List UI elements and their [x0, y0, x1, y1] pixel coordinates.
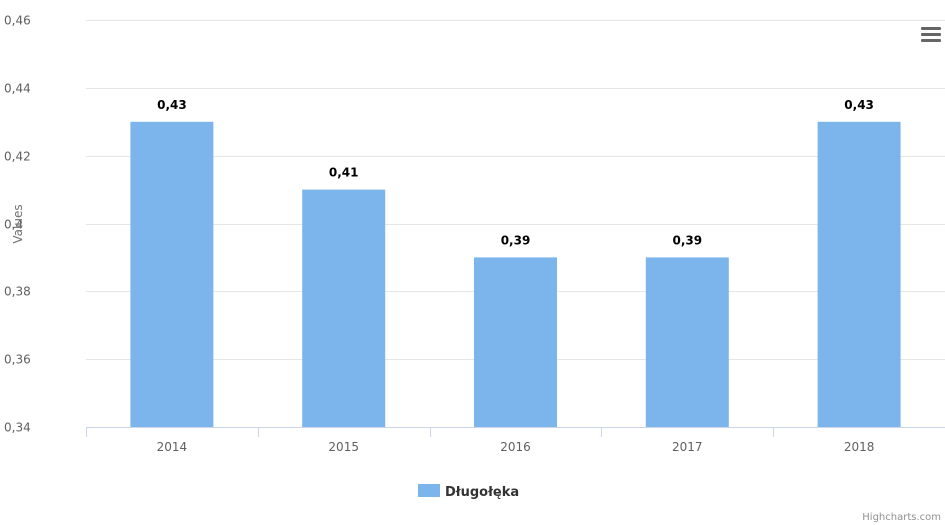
legend-swatch — [418, 484, 440, 497]
y-tick-label: 0,42 — [4, 150, 31, 164]
y-tick-label: 0,44 — [4, 82, 31, 96]
hamburger-menu-icon — [921, 27, 941, 42]
x-tick-label-2017: 2017 — [672, 440, 703, 454]
credits-link[interactable]: Highcharts.com — [862, 512, 941, 523]
data-label-2015: 0,41 — [329, 166, 359, 180]
y-tick-label: 0,46 — [4, 14, 31, 28]
legend[interactable]: Długołęka — [418, 484, 519, 500]
legend-item-dlugoleka[interactable]: Długołęka — [445, 485, 519, 500]
data-label-2014: 0,43 — [157, 98, 187, 112]
bar-2016[interactable] — [474, 257, 557, 427]
x-axis: 2014 2015 2016 2017 2018 — [86, 427, 945, 454]
bar-2017[interactable] — [645, 257, 729, 427]
y-tick-label: 0,38 — [4, 285, 31, 299]
y-axis-title: Values — [11, 204, 25, 243]
x-tick-label-2018: 2018 — [844, 440, 875, 454]
data-label-2016: 0,39 — [501, 233, 531, 247]
x-tick-label-2016: 2016 — [500, 440, 531, 454]
data-label-2018: 0,43 — [844, 98, 874, 112]
y-axis-labels: 0,34 0,36 0,38 0,4 0,42 0,44 0,46 — [4, 14, 31, 435]
data-labels: 0,43 0,41 0,39 0,39 0,43 — [157, 98, 874, 248]
y-tick-label: 0,34 — [4, 421, 31, 435]
x-tick-label-2014: 2014 — [157, 440, 188, 454]
bar-2015[interactable] — [302, 189, 386, 427]
y-tick-label: 0,36 — [4, 353, 31, 367]
bars — [130, 121, 901, 428]
x-tick-label-2015: 2015 — [328, 440, 359, 454]
grid-lines — [86, 20, 945, 360]
data-label-2017: 0,39 — [672, 233, 702, 247]
bar-2014[interactable] — [130, 121, 214, 428]
y-tick-label: 0,4 — [4, 218, 23, 232]
bar-2018[interactable] — [817, 121, 901, 428]
menu-button[interactable] — [915, 22, 941, 48]
